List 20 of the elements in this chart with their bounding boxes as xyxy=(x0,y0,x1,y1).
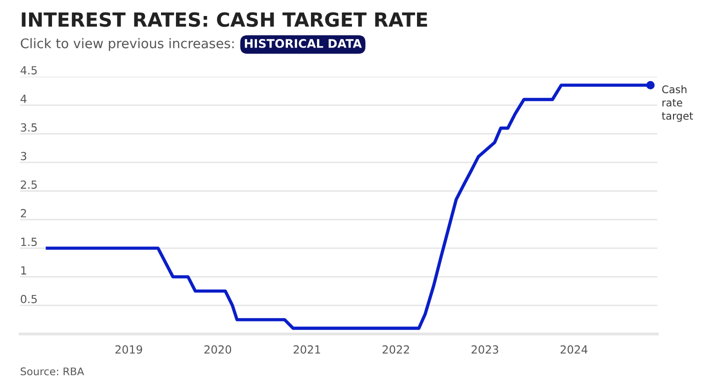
y-tick-label: 1.5 xyxy=(21,238,37,246)
y-tick-label: 2 xyxy=(20,209,26,218)
x-tick-label: 2024 xyxy=(560,345,588,354)
series-label: Cash rate target xyxy=(662,85,693,122)
y-tick-label: 3 xyxy=(20,152,26,160)
x-tick-label: 2022 xyxy=(382,345,409,354)
chart-subtitle: Click to view previous increases: xyxy=(20,38,234,51)
x-tick-label: 2020 xyxy=(204,345,232,354)
x-tick-label: 2021 xyxy=(294,345,320,354)
y-tick-label: 4 xyxy=(20,94,26,103)
x-tick-label: 2019 xyxy=(115,345,142,354)
x-tick-label: 2023 xyxy=(472,345,498,354)
source-note: Source: RBA xyxy=(20,367,84,376)
y-tick-label: 3.5 xyxy=(20,123,37,132)
text: HISTORICAL DATA xyxy=(244,39,362,48)
y-tick-label: 1 xyxy=(21,266,26,274)
chart-title: INTEREST RATES: CASH TARGET RATE xyxy=(22,12,428,27)
y-tick-label: 2.5 xyxy=(20,180,37,189)
y-tick-label: 4.5 xyxy=(20,66,37,74)
y-tick-label: 0.5 xyxy=(20,294,37,304)
